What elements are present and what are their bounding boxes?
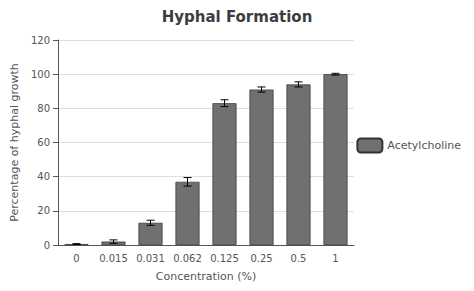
svg-text:Hyphal Formation: Hyphal Formation (162, 8, 313, 26)
svg-text:0.125: 0.125 (210, 253, 239, 264)
svg-text:0: 0 (73, 253, 79, 264)
svg-text:1: 1 (332, 253, 338, 264)
svg-text:120: 120 (31, 35, 50, 46)
svg-text:0.031: 0.031 (136, 253, 165, 264)
svg-text:0.5: 0.5 (291, 253, 307, 264)
svg-text:40: 40 (37, 171, 50, 182)
svg-text:0: 0 (44, 240, 50, 251)
svg-text:0.25: 0.25 (250, 253, 272, 264)
svg-text:0.062: 0.062 (173, 253, 202, 264)
svg-text:Acetylcholine: Acetylcholine (387, 139, 461, 152)
svg-text:0.015: 0.015 (99, 253, 128, 264)
svg-text:Percentage of hyphal growth: Percentage of hyphal growth (8, 63, 21, 222)
svg-text:60: 60 (37, 137, 50, 148)
svg-text:20: 20 (37, 205, 50, 216)
svg-text:Concentration (%): Concentration (%) (156, 270, 256, 283)
svg-text:100: 100 (31, 69, 50, 80)
svg-text:80: 80 (37, 103, 50, 114)
